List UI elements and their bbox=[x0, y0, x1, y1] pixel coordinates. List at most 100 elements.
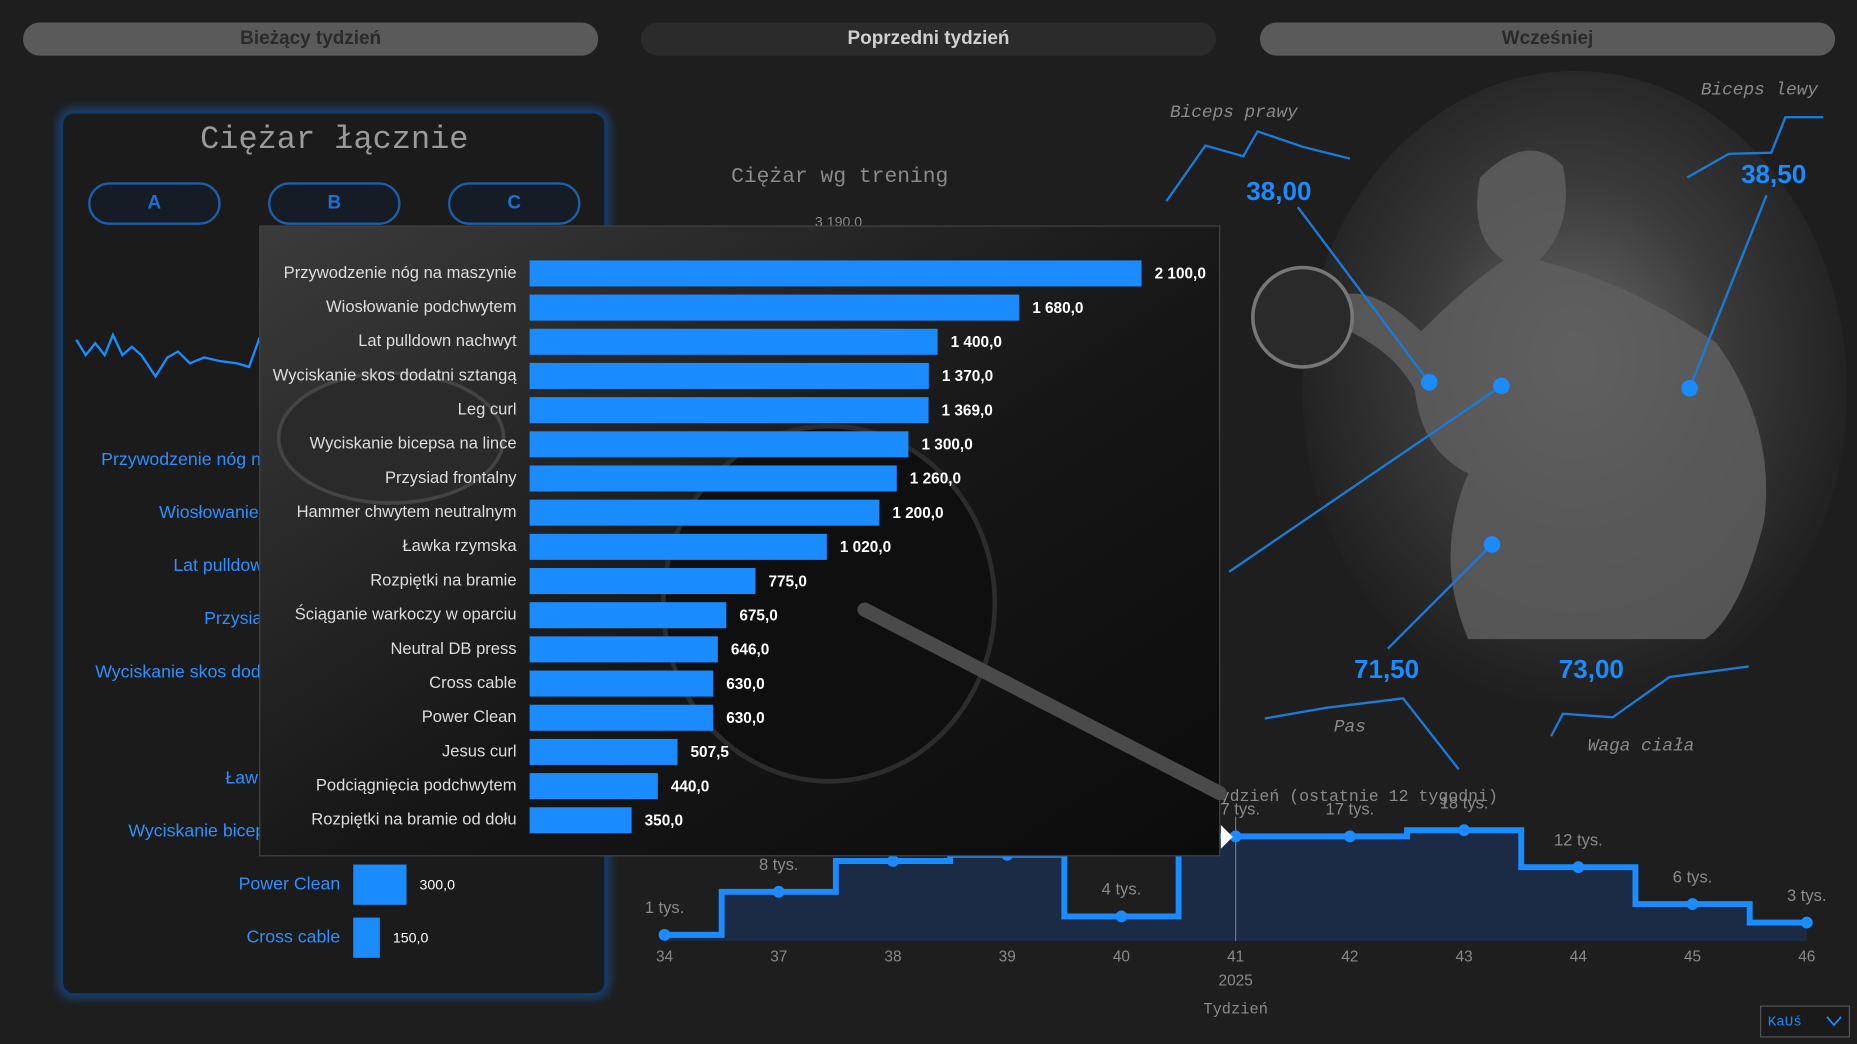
sparkline bbox=[1165, 129, 1351, 202]
tab-label[interactable]: Wcześniej bbox=[1502, 28, 1594, 49]
x-tick-label: 37 bbox=[770, 949, 787, 966]
bar bbox=[529, 465, 897, 492]
bar bbox=[529, 328, 938, 355]
category-label: Wiosłowanie bbox=[159, 502, 259, 522]
point bbox=[1686, 898, 1699, 911]
value-label: 1 370,0 bbox=[942, 368, 993, 385]
measure-label: Biceps prawy bbox=[1170, 103, 1298, 123]
category-label: Ławk bbox=[225, 767, 267, 787]
leader-line bbox=[1296, 206, 1431, 384]
measure-label: Pas bbox=[1334, 717, 1366, 737]
value-label: 1 369,0 bbox=[942, 402, 993, 419]
value-label: 2 100,0 bbox=[1155, 266, 1206, 283]
value-label: 1 680,0 bbox=[1032, 300, 1083, 317]
x-tick-label: 34 bbox=[656, 949, 674, 966]
bar bbox=[529, 431, 909, 458]
bar bbox=[529, 499, 880, 526]
category-label: Przysiad frontalny bbox=[385, 468, 517, 487]
measure-dot bbox=[1420, 374, 1438, 391]
value-label: 630,0 bbox=[726, 676, 764, 693]
leader-line bbox=[1228, 384, 1503, 573]
category-label: Hammer chwytem neutralnym bbox=[297, 502, 517, 521]
category-label: Przywodzenie nóg na maszynie bbox=[284, 263, 517, 282]
tab[interactable] bbox=[640, 22, 1217, 56]
x-tick-label: 45 bbox=[1684, 949, 1701, 966]
measure-labels: Biceps prawy Biceps lewy Pas Waga ciała bbox=[1170, 81, 1818, 757]
measure-values: 38,00 38,50 71,50 73,00 bbox=[1246, 159, 1806, 684]
point bbox=[1572, 861, 1585, 874]
value-label: 440,0 bbox=[671, 778, 709, 795]
slicer-value[interactable]: KaUś bbox=[1768, 1014, 1802, 1030]
button[interactable] bbox=[268, 182, 401, 225]
tab[interactable] bbox=[22, 22, 599, 56]
category-label: Podciągnięcia podchwytem bbox=[316, 775, 517, 794]
value-label: 4 tys. bbox=[1102, 880, 1142, 899]
category-label: Power Clean bbox=[239, 873, 341, 893]
point bbox=[1229, 830, 1242, 843]
bar bbox=[529, 294, 1020, 321]
panel-title: Ciężar łącznie bbox=[200, 121, 468, 158]
measure-label: Waga ciała bbox=[1588, 736, 1695, 756]
measure-dots bbox=[1420, 374, 1698, 553]
value-label: 1 300,0 bbox=[921, 437, 972, 454]
button-label[interactable]: C bbox=[507, 193, 521, 214]
chart-title: ydzień (ostatnie 12 tygodni) bbox=[1220, 787, 1498, 806]
measure-value: 38,00 bbox=[1246, 176, 1311, 206]
value-label: 17 tys. bbox=[1211, 800, 1260, 819]
charts: Przywodzenie nóg na Wiosłowanie Lat pulldo… bbox=[95, 214, 1826, 1018]
category-label: Przysia bbox=[204, 608, 262, 628]
category-label: Jesus curl bbox=[442, 741, 517, 760]
silhouette bbox=[1338, 150, 1767, 640]
x-tick-label: 44 bbox=[1570, 949, 1588, 966]
measure-value: 73,00 bbox=[1559, 654, 1624, 684]
dumbbell bbox=[1251, 265, 1355, 369]
value-label: 1 200,0 bbox=[892, 505, 943, 522]
category-label: Ściąganie warkoczy w oparciu bbox=[295, 605, 517, 624]
measure-value: 38,50 bbox=[1741, 159, 1806, 189]
value-label: 12 tys. bbox=[1554, 830, 1603, 849]
sparkline bbox=[1550, 665, 1749, 737]
category-label: Leg curl bbox=[458, 400, 517, 419]
leader-line bbox=[1386, 543, 1493, 650]
button[interactable] bbox=[88, 182, 221, 225]
bar bbox=[529, 602, 727, 629]
tab-label[interactable]: Bieżący tydzień bbox=[240, 28, 381, 49]
x-axis-title: Tydzień bbox=[1203, 1001, 1268, 1019]
tab-label[interactable]: Poprzedni tydzień bbox=[848, 28, 1010, 49]
category-label: Wyciskanie skos doda bbox=[95, 661, 271, 681]
button-label[interactable]: A bbox=[148, 193, 162, 214]
button[interactable] bbox=[447, 182, 581, 225]
value-label: 1 tys. bbox=[645, 898, 685, 917]
value-label: 3 tys. bbox=[1787, 886, 1827, 905]
category-label: Wyciskanie bicep bbox=[128, 820, 265, 840]
slicer[interactable] bbox=[1760, 1005, 1850, 1038]
value-label: 1 260,0 bbox=[910, 471, 961, 488]
barbell bbox=[857, 602, 1227, 801]
value-label: 300,0 bbox=[420, 878, 456, 894]
tab[interactable] bbox=[1259, 22, 1836, 56]
leader-line bbox=[1688, 194, 1768, 389]
bar bbox=[529, 533, 827, 560]
value-label: 630,0 bbox=[726, 710, 764, 727]
value-label: 18 tys. bbox=[1440, 794, 1489, 813]
category-label: Przywodzenie nóg na bbox=[101, 449, 271, 469]
sparkline bbox=[1264, 697, 1460, 771]
tooltip-pointer bbox=[1220, 825, 1233, 849]
value-label: 675,0 bbox=[739, 607, 777, 624]
category-label: Cross cable bbox=[246, 926, 340, 946]
measure-dot bbox=[1493, 377, 1510, 395]
category-label: Wyciskanie bicepsa na lince bbox=[310, 434, 517, 453]
x-tick-label: 38 bbox=[884, 949, 901, 966]
value-label: 646,0 bbox=[731, 642, 769, 659]
bar bbox=[529, 670, 714, 697]
plate bbox=[276, 371, 506, 505]
button-label[interactable]: B bbox=[327, 193, 341, 214]
slicer-chevron[interactable] bbox=[1826, 1016, 1842, 1027]
category-label: Lat pulldow bbox=[173, 555, 263, 575]
measure-label: Biceps lewy bbox=[1701, 81, 1819, 101]
category-label: Lat pulldown nachwyt bbox=[358, 331, 517, 350]
category-label: Power Clean bbox=[422, 707, 517, 726]
value-label: 507,5 bbox=[691, 744, 730, 761]
point bbox=[1458, 824, 1471, 837]
